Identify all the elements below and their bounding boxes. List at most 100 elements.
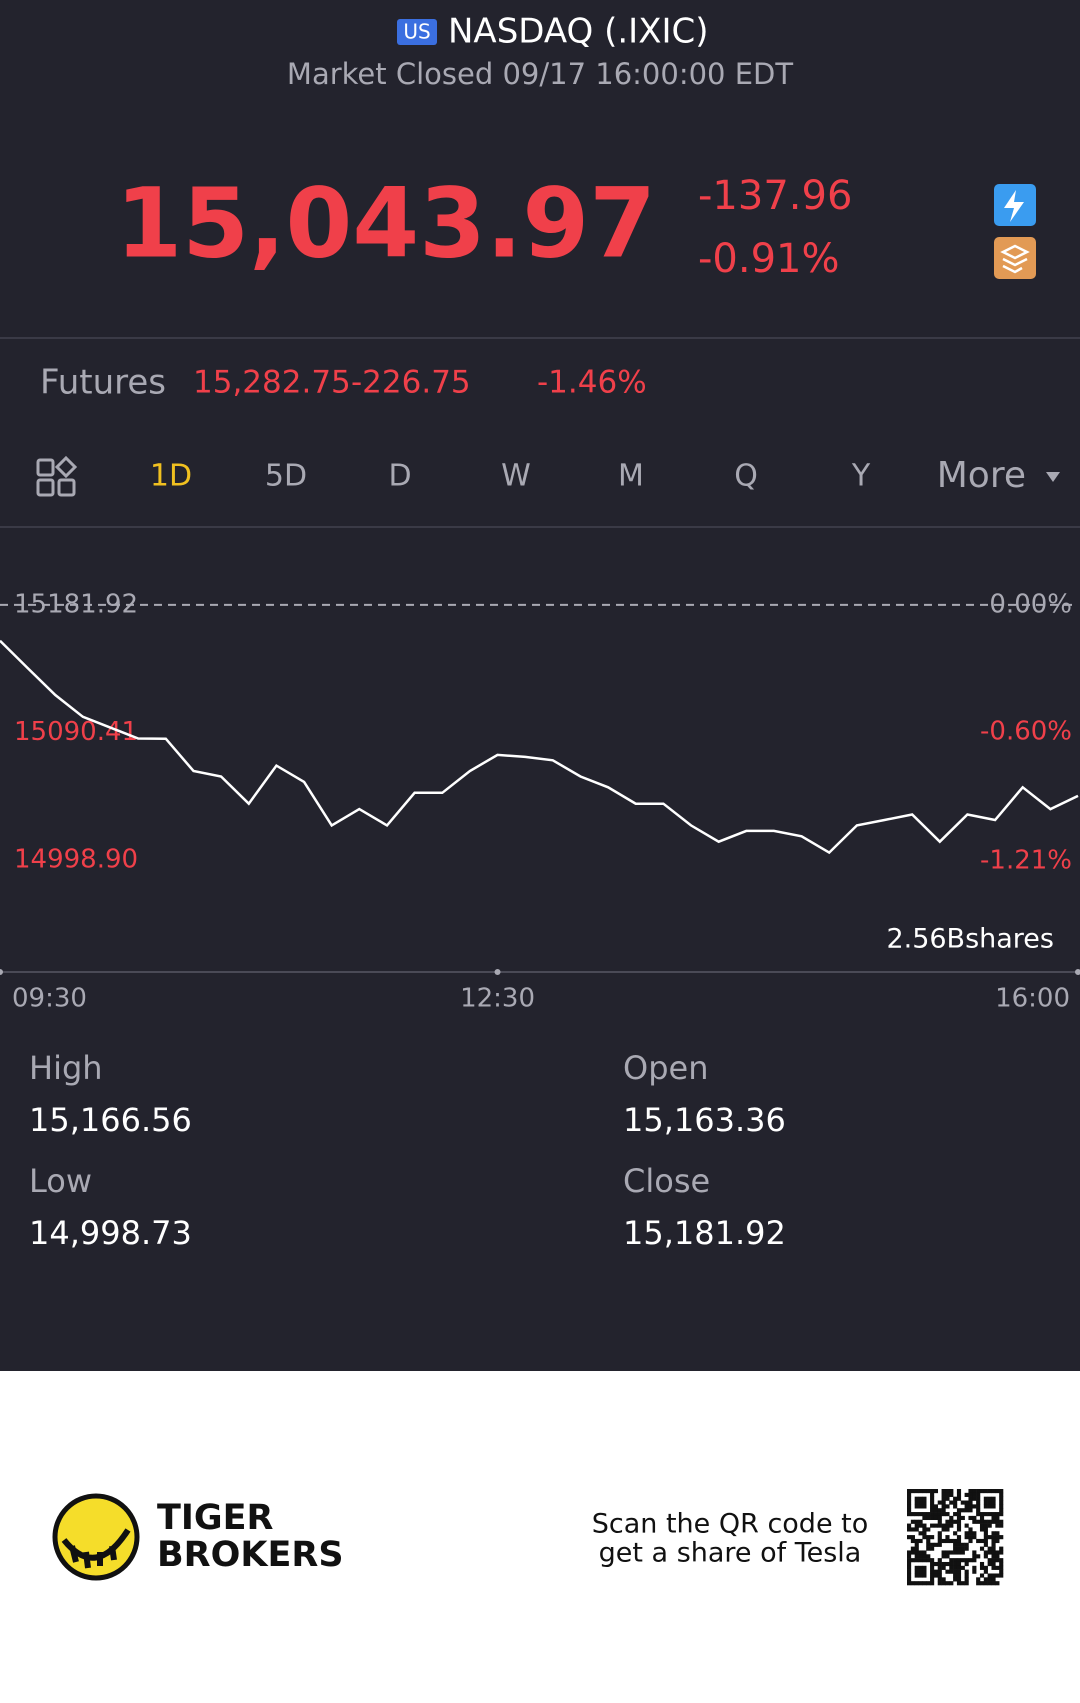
qr-cell	[979, 1512, 985, 1517]
qr-cell	[937, 1523, 942, 1528]
x-tick-label: 12:30	[460, 984, 535, 1014]
qr-cell	[995, 1535, 1000, 1540]
qr-cell	[945, 1512, 950, 1517]
qr-cell	[926, 1535, 931, 1540]
qr-cell	[983, 1512, 988, 1517]
qr-cell	[926, 1515, 931, 1521]
qr-cell	[968, 1504, 973, 1509]
qr-cell	[991, 1515, 996, 1521]
qr-cell	[914, 1558, 919, 1563]
qr-cell	[953, 1550, 958, 1555]
qr-cell	[937, 1581, 942, 1586]
qr-cell	[953, 1561, 958, 1567]
qr-cell	[960, 1508, 965, 1513]
qr-cell	[953, 1573, 958, 1578]
qr-cell	[972, 1550, 977, 1555]
qr-cell	[926, 1558, 931, 1563]
qr-cell	[937, 1500, 942, 1505]
stat-label: Open	[623, 1049, 708, 1087]
qr-cell	[949, 1561, 954, 1567]
qr-cell	[930, 1523, 935, 1528]
qr-cell	[956, 1581, 962, 1586]
qr-cell	[987, 1546, 992, 1551]
tab[interactable]: Q	[734, 459, 758, 494]
qr-cell	[933, 1542, 939, 1547]
qr-cell	[968, 1500, 973, 1505]
qr-cell	[983, 1554, 988, 1559]
tab[interactable]: D	[388, 459, 411, 494]
qr-cell	[995, 1515, 1000, 1521]
volume-label: 2.56Bshares	[886, 924, 1054, 955]
tab[interactable]: Y	[851, 459, 871, 494]
tab[interactable]: More	[937, 455, 1026, 496]
qr-cell	[956, 1561, 962, 1567]
qr-cell	[953, 1496, 958, 1501]
qr-cell	[922, 1554, 927, 1559]
qr-cell	[907, 1581, 912, 1586]
qr-cell	[941, 1504, 946, 1509]
qr-cell	[983, 1569, 988, 1574]
qr-cell	[937, 1512, 942, 1517]
qr-cell	[991, 1577, 996, 1582]
qr-cell	[983, 1489, 988, 1494]
qr-cell	[976, 1512, 981, 1517]
tab[interactable]: 1D	[150, 459, 192, 494]
qr-cell	[945, 1569, 950, 1574]
qr-cell	[956, 1523, 962, 1528]
qr-cell	[991, 1489, 996, 1494]
qr-cell	[930, 1542, 935, 1547]
layout-icon[interactable]	[36, 455, 78, 497]
qr-cell	[991, 1573, 996, 1578]
qr-cell	[979, 1561, 985, 1567]
tab[interactable]: 5D	[265, 459, 307, 494]
qr-cell	[918, 1550, 923, 1555]
qr-cell	[949, 1492, 954, 1497]
qr-cell	[964, 1577, 969, 1582]
qr-cell	[945, 1554, 950, 1559]
qr-cell	[976, 1492, 981, 1497]
qr-cell	[937, 1531, 942, 1536]
qr-cell	[968, 1515, 973, 1521]
qr-cell	[922, 1535, 927, 1540]
qr-cell	[914, 1546, 919, 1551]
qr-cell	[945, 1538, 950, 1544]
qr-cell	[995, 1554, 1000, 1559]
qr-cell	[907, 1523, 912, 1528]
qr-cell	[999, 1508, 1004, 1513]
qr-cell	[991, 1550, 996, 1555]
tab[interactable]: M	[618, 459, 644, 494]
qr-cell	[956, 1489, 962, 1494]
qr-cell	[933, 1561, 939, 1567]
qr-cell	[945, 1519, 950, 1524]
tab[interactable]: W	[501, 459, 531, 494]
qr-cell	[930, 1561, 935, 1567]
qr-cell	[941, 1489, 946, 1494]
qr-cell	[991, 1496, 996, 1501]
qr-cell	[953, 1531, 958, 1536]
x-tick-mark	[0, 969, 3, 975]
qr-cell	[910, 1581, 915, 1586]
footer-background	[0, 1371, 1080, 1703]
qr-cell	[983, 1500, 988, 1505]
qr-cell	[995, 1489, 1000, 1494]
stat-label: High	[29, 1049, 103, 1087]
qr-cell	[999, 1546, 1004, 1551]
qr-cell	[960, 1500, 965, 1505]
qr-cell	[937, 1519, 942, 1524]
qr-cell	[987, 1504, 992, 1509]
qr-cell	[914, 1500, 919, 1505]
qr-cell	[991, 1519, 996, 1524]
qr-cell	[918, 1504, 923, 1509]
qr-cell	[972, 1519, 977, 1524]
qr-cell	[960, 1581, 965, 1586]
qr-cell	[987, 1523, 992, 1528]
qr-cell	[979, 1565, 985, 1570]
icon-stack-glyph	[1000, 244, 1030, 274]
qr-cell	[922, 1489, 927, 1494]
qr-cell	[937, 1558, 942, 1563]
qr-cell	[991, 1535, 996, 1540]
qr-cell	[991, 1500, 996, 1505]
qr-cell	[949, 1515, 954, 1521]
qr-code[interactable]	[907, 1489, 1004, 1586]
qr-cell	[999, 1504, 1004, 1509]
